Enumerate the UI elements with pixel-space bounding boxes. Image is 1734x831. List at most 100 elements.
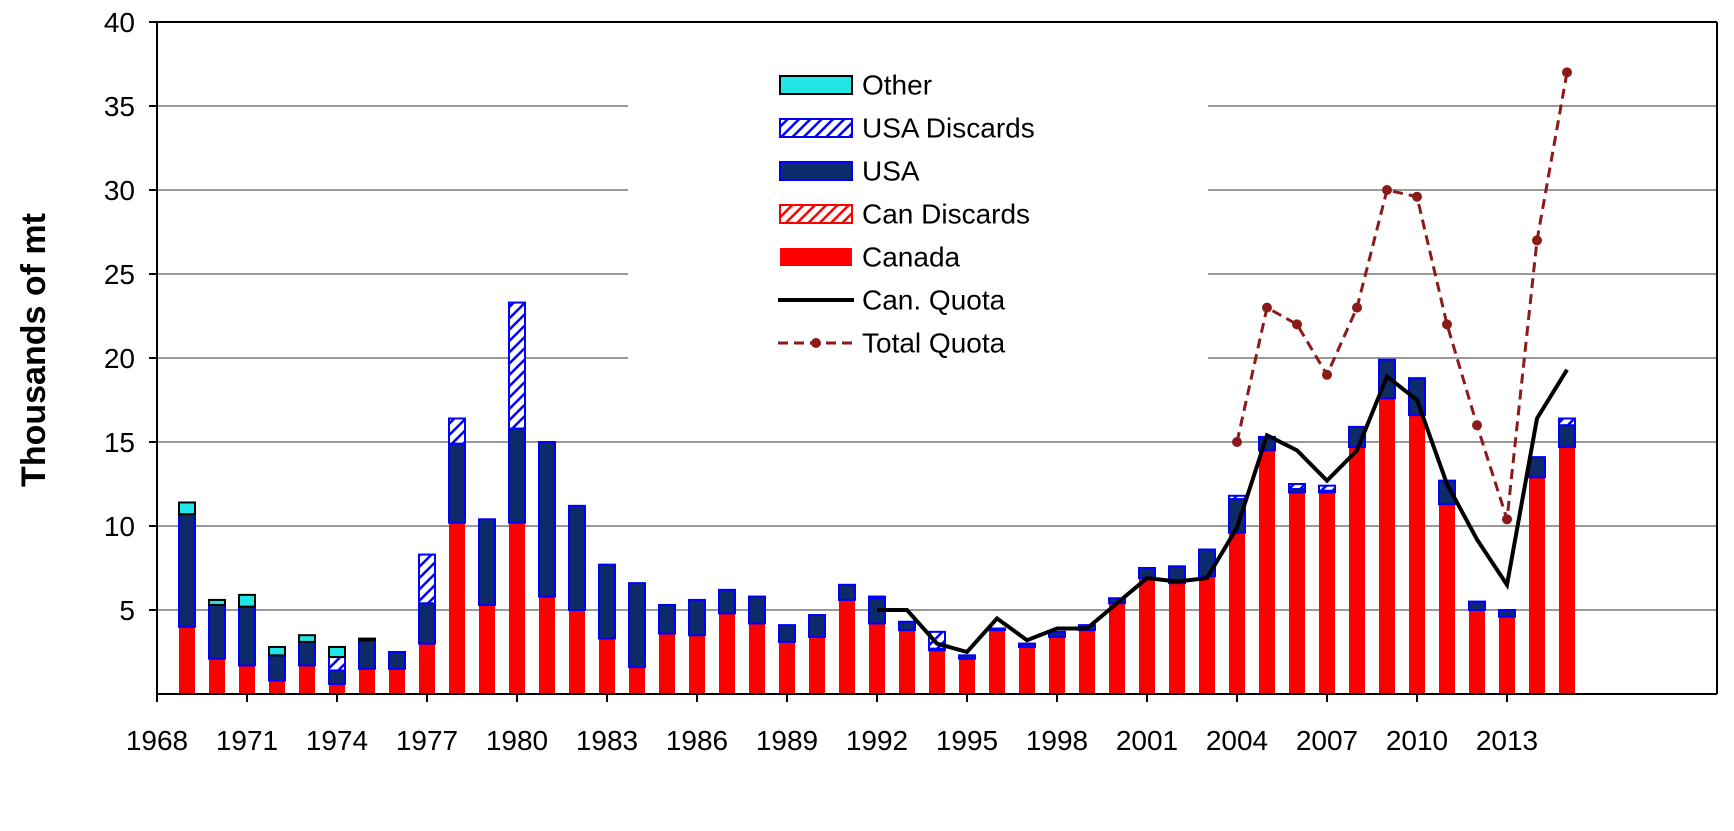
line-marker (1442, 319, 1452, 330)
bar-segment (418, 602, 436, 645)
bar-segment (1469, 610, 1485, 694)
line-series (1235, 72, 1569, 520)
legend-swatch (779, 118, 853, 138)
bar-segment (179, 626, 195, 694)
bar-segment (389, 668, 405, 694)
line-marker (1562, 67, 1572, 78)
bar-segment (208, 598, 226, 606)
bar-segment (658, 603, 676, 635)
legend-label: Other (862, 69, 932, 100)
x-tick-label: 1998 (1026, 725, 1088, 756)
bar-segment (659, 633, 675, 694)
bar-segment (1259, 450, 1275, 694)
bar-segment (479, 604, 495, 694)
bar-segment (689, 635, 705, 694)
bar-segment (449, 522, 465, 694)
bar-segment (748, 595, 766, 625)
legend-label: USA Discards (862, 112, 1035, 143)
bar-segment (988, 627, 1006, 632)
y-tick-label: 10 (104, 511, 135, 542)
bar-segment (839, 599, 855, 694)
bar-segment (1048, 630, 1066, 638)
x-tick-label: 2007 (1296, 725, 1358, 756)
bar-segment (419, 643, 435, 694)
line-marker (1472, 420, 1482, 431)
bar-segment (298, 634, 316, 643)
bar-segment (1468, 600, 1486, 611)
bar-segment (899, 630, 915, 694)
x-tick-label: 1983 (576, 725, 638, 756)
y-axis-label: Thousands of mt (15, 213, 53, 487)
x-tick-label: 1977 (396, 725, 458, 756)
bar-segment (298, 640, 316, 667)
line-marker (1292, 319, 1302, 330)
bar-segment (989, 630, 1005, 694)
bar-segment (958, 654, 976, 660)
y-tick-label: 25 (104, 259, 135, 290)
bar-segment (808, 614, 826, 638)
bar-segment (719, 613, 735, 694)
bar-segment (328, 669, 346, 685)
bar-segment (749, 623, 765, 694)
bar-segment (178, 501, 196, 516)
bar-segment (268, 645, 286, 657)
line-series (877, 368, 1569, 655)
bar-segment (509, 522, 525, 694)
line-marker (1412, 191, 1422, 202)
bar-segment (508, 427, 526, 524)
bar-segment (1558, 424, 1576, 449)
y-tick-label: 40 (104, 7, 135, 38)
bar-segment (628, 582, 646, 669)
legend-swatch (779, 161, 853, 181)
bar-segment (1529, 477, 1545, 694)
legend-label: Can. Quota (862, 284, 1006, 315)
bar-segment (209, 658, 225, 694)
bar-segment (629, 667, 645, 694)
bar-segment (359, 668, 375, 694)
y-tick-label: 20 (104, 343, 135, 374)
line-marker (1232, 437, 1242, 447)
bar-segment (1049, 636, 1065, 694)
bar-segment (869, 623, 885, 694)
bar-segment (898, 620, 916, 632)
bar-segment (538, 441, 556, 598)
legend-box (628, 62, 1208, 368)
bar-segment (1139, 578, 1155, 694)
bar-segment (1109, 603, 1125, 694)
bar-segment (358, 639, 376, 670)
bar-segment (329, 683, 345, 694)
bar-segment (569, 610, 585, 694)
bar-segment (238, 605, 256, 667)
legend-label: USA (862, 155, 920, 186)
x-tick-label: 1968 (126, 725, 188, 756)
line-marker (1502, 514, 1512, 525)
bar-segment (688, 598, 706, 637)
bar-segment (779, 641, 795, 694)
bar-segment (539, 596, 555, 694)
legend-label: Total Quota (862, 327, 1006, 358)
bar-segment (1409, 415, 1425, 694)
bar-segment (1018, 642, 1036, 648)
bar-segment (268, 654, 286, 682)
line-marker (1262, 302, 1272, 313)
legend: Other USA Discards USA Can Discards Canada Ca… (628, 62, 1208, 368)
bar-segment (868, 595, 886, 600)
bar-segment (1288, 483, 1306, 491)
bar-segment (1318, 484, 1336, 492)
bar-segment (1079, 630, 1095, 694)
legend-label: Can Discards (862, 198, 1030, 229)
x-tick-label: 2010 (1386, 725, 1448, 756)
bar-segment (809, 636, 825, 694)
bar-segment (598, 563, 616, 640)
bar-segment (328, 656, 346, 672)
bar-segment (1229, 532, 1245, 694)
line-marker (1382, 185, 1392, 195)
bar-segment (388, 651, 406, 670)
bar-segment (1169, 583, 1185, 694)
bar-segment (1228, 494, 1246, 501)
line-marker (1352, 302, 1362, 313)
bar-segment (1379, 398, 1395, 694)
x-tick-label: 1989 (756, 725, 818, 756)
bar-segment (959, 658, 975, 694)
